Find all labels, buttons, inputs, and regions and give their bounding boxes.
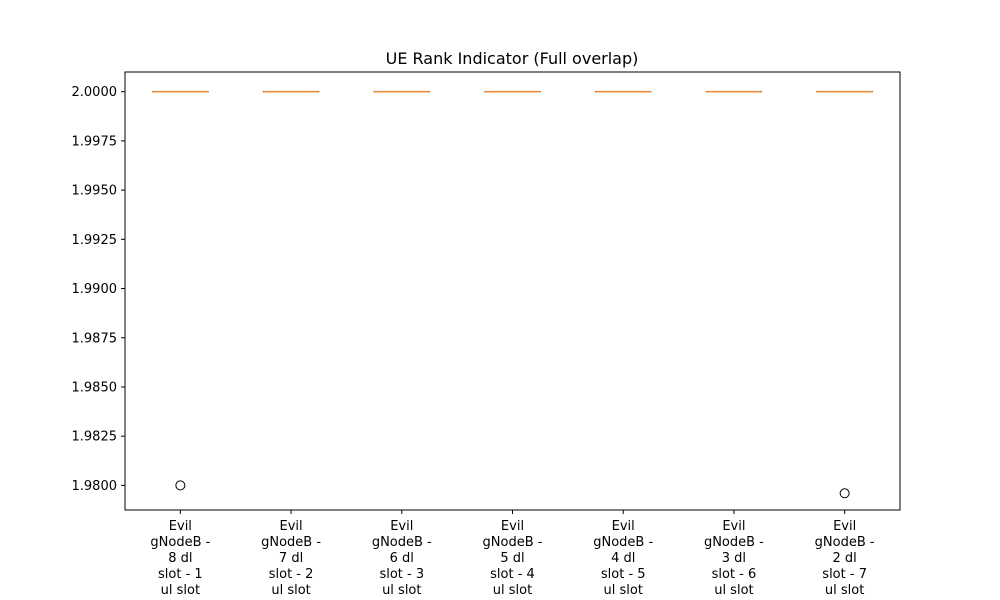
- x-tick-label: Evil gNodeB -4 dl slot - 5 ul slot: [593, 519, 653, 598]
- x-tick-label-line: Evil: [169, 519, 192, 534]
- y-tick-label: 1.9850: [72, 380, 118, 395]
- x-tick-label-line: ul slot: [604, 583, 643, 598]
- x-tick-label-line: gNodeB -: [372, 535, 432, 550]
- x-tick-label-line: ul slot: [825, 583, 864, 598]
- x-tick-label-line: gNodeB -: [704, 535, 764, 550]
- x-tick-label-line: ul slot: [714, 583, 753, 598]
- outlier-point: [175, 480, 186, 491]
- x-tick-label-line: slot - 6: [712, 567, 757, 582]
- x-tick-label-line: ul slot: [493, 583, 532, 598]
- x-tick-label-line: Evil: [612, 519, 635, 534]
- x-tick-label: Evil gNodeB -6 dl slot - 3 ul slot: [372, 519, 432, 598]
- y-axis: 2.0000 1.9975 1.9950 1.9925 1.9900 1.9875 1.98…: [72, 85, 125, 494]
- x-tick-label-line: gNodeB -: [150, 535, 210, 550]
- x-tick-label-line: slot - 3: [379, 567, 424, 582]
- y-tick-label: 1.9950: [72, 184, 118, 199]
- box-7: [816, 90, 873, 499]
- x-tick-label-line: slot - 4: [490, 567, 535, 582]
- x-tick-label-line: 4 dl: [611, 551, 635, 566]
- x-tick-label: Evil gNodeB -8 dl slot - 1 ul slot: [150, 519, 210, 598]
- y-tick-label: 2.0000: [72, 85, 118, 100]
- x-tick-label-line: slot - 1: [158, 567, 203, 582]
- x-tick-label: Evil gNodeB -5 dl slot - 4 ul slot: [483, 519, 543, 598]
- x-tick-label-line: ul slot: [271, 583, 310, 598]
- y-tick-label: 1.9875: [72, 331, 118, 346]
- y-tick-label: 1.9900: [72, 282, 118, 297]
- box-1: [152, 90, 209, 491]
- y-tick-label: 1.9925: [72, 233, 118, 248]
- y-tick-label: 1.9825: [72, 430, 118, 445]
- y-tick-label: 1.9800: [72, 479, 118, 494]
- y-tick-label: 1.9975: [72, 134, 118, 149]
- x-tick-label-line: ul slot: [382, 583, 421, 598]
- x-tick-label-line: Evil: [833, 519, 856, 534]
- x-tick-label-line: gNodeB -: [815, 535, 875, 550]
- x-tick-label-line: Evil: [722, 519, 745, 534]
- x-tick-label-line: 5 dl: [500, 551, 524, 566]
- x-tick-label-line: Evil: [501, 519, 524, 534]
- x-tick-label-line: Evil: [280, 519, 303, 534]
- x-tick-label-line: gNodeB -: [261, 535, 321, 550]
- x-tick-label-line: 3 dl: [722, 551, 746, 566]
- chart-title: UE Rank Indicator (Full overlap): [386, 49, 639, 68]
- box-series: [152, 90, 873, 499]
- x-tick-label: Evil gNodeB -2 dl slot - 7 ul slot: [815, 519, 875, 598]
- x-tick-label-line: 7 dl: [279, 551, 303, 566]
- x-tick-label: Evil gNodeB -7 dl slot - 2 ul slot: [261, 519, 321, 598]
- x-tick-label-line: 6 dl: [390, 551, 414, 566]
- x-tick-label-line: 8 dl: [168, 551, 192, 566]
- outlier-point: [839, 488, 850, 499]
- plot-area: [124, 71, 901, 511]
- x-tick-label-line: slot - 2: [269, 567, 314, 582]
- x-tick-label-line: gNodeB -: [483, 535, 543, 550]
- x-tick-label-line: Evil: [390, 519, 413, 534]
- x-tick-label-line: 2 dl: [833, 551, 857, 566]
- x-tick-label-line: ul slot: [161, 583, 200, 598]
- x-tick-label-line: gNodeB -: [593, 535, 653, 550]
- x-tick-label-line: slot - 7: [822, 567, 867, 582]
- x-tick-label-line: slot - 5: [601, 567, 646, 582]
- x-tick-label: Evil gNodeB -3 dl slot - 6 ul slot: [704, 519, 764, 598]
